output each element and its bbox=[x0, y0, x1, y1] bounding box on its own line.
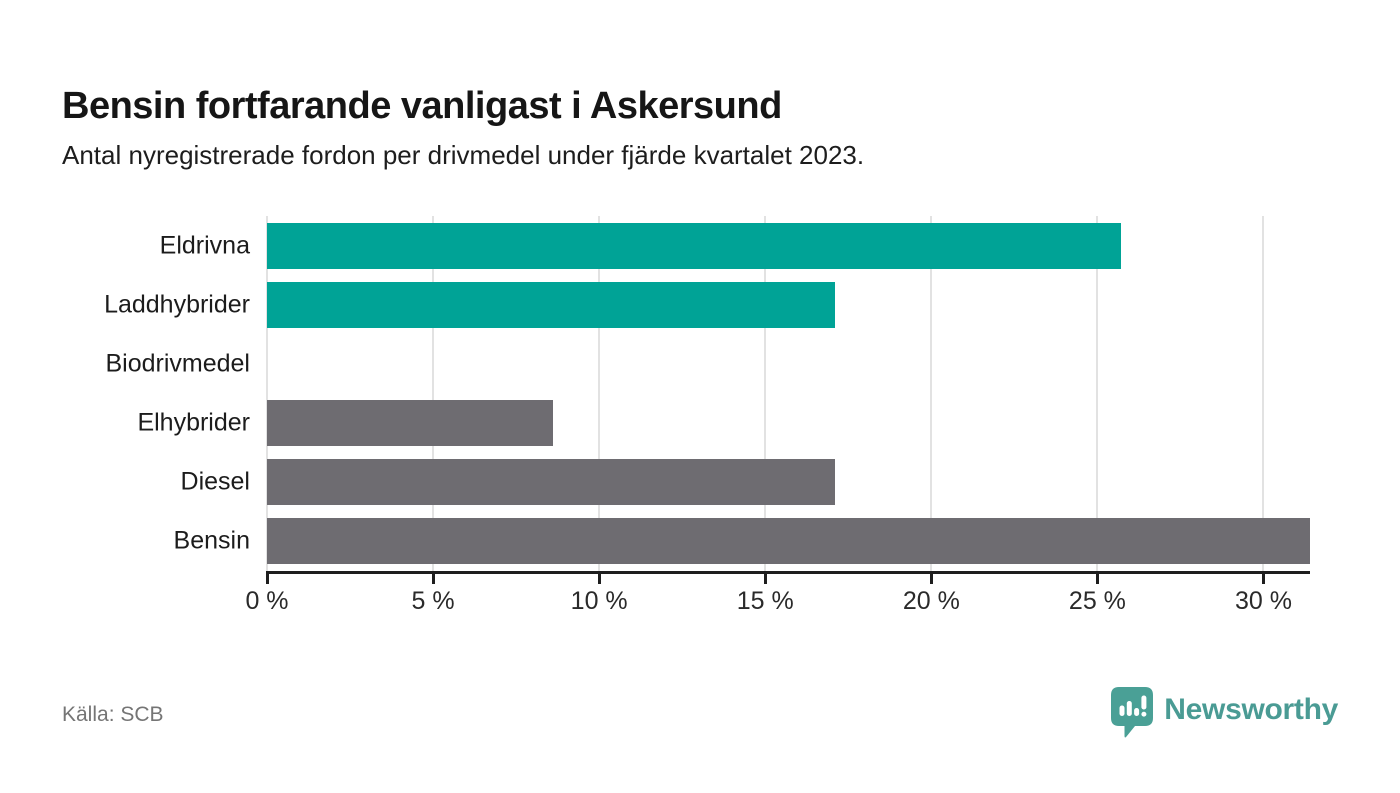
bar-laddhybrider bbox=[267, 281, 835, 328]
x-gridline bbox=[1096, 216, 1099, 571]
x-axis-tick bbox=[929, 571, 933, 584]
source-note: Källa: SCB bbox=[62, 703, 164, 726]
x-gridline bbox=[1262, 216, 1265, 571]
x-axis-tick bbox=[597, 571, 601, 584]
x-tick-label: 0 % bbox=[245, 587, 289, 615]
x-axis-tick bbox=[1095, 571, 1099, 584]
x-tick-label: 15 % bbox=[736, 587, 794, 615]
plot-area: 0 % 5 % 10 % 15 % 20 % 25 % 30 % bbox=[245, 216, 1310, 615]
x-tick-label: 10 % bbox=[570, 587, 628, 615]
x-tick-label: 30 % bbox=[1234, 587, 1292, 615]
chart-title: Bensin fortfarande vanligast i Askersund bbox=[62, 85, 782, 128]
x-axis-tick bbox=[431, 571, 435, 584]
bar-bensin bbox=[267, 518, 1310, 565]
category-label-bensin: Bensin bbox=[173, 526, 250, 555]
newsworthy-logo-icon bbox=[1111, 687, 1154, 738]
x-gridline bbox=[930, 216, 933, 571]
newsworthy-brand: Newsworthy bbox=[1110, 686, 1338, 740]
x-gridline bbox=[598, 216, 601, 571]
category-label-biodrivmedel: Biodrivmedel bbox=[105, 349, 250, 378]
x-axis-tick bbox=[265, 571, 269, 584]
bar-eldrivna bbox=[267, 222, 1121, 269]
x-tick-label: 20 % bbox=[902, 587, 960, 615]
category-label-diesel: Diesel bbox=[180, 467, 250, 496]
x-axis-line bbox=[267, 571, 1310, 574]
bar-elhybrider bbox=[267, 400, 553, 447]
newsworthy-brand-text: Newsworthy bbox=[1164, 693, 1338, 726]
x-tick-label: 5 % bbox=[411, 587, 455, 615]
chart-subtitle: Antal nyregistrerade fordon per drivmede… bbox=[62, 140, 865, 170]
x-axis-tick bbox=[1261, 571, 1265, 584]
x-axis-tick bbox=[763, 571, 767, 584]
category-label-eldrivna: Eldrivna bbox=[159, 231, 250, 260]
x-gridline bbox=[266, 216, 268, 571]
x-gridline bbox=[764, 216, 767, 571]
category-label-elhybrider: Elhybrider bbox=[137, 408, 250, 437]
x-tick-label: 25 % bbox=[1068, 587, 1126, 615]
x-gridline bbox=[432, 216, 435, 571]
category-label-laddhybrider: Laddhybrider bbox=[104, 290, 250, 319]
bar-diesel bbox=[267, 459, 835, 506]
